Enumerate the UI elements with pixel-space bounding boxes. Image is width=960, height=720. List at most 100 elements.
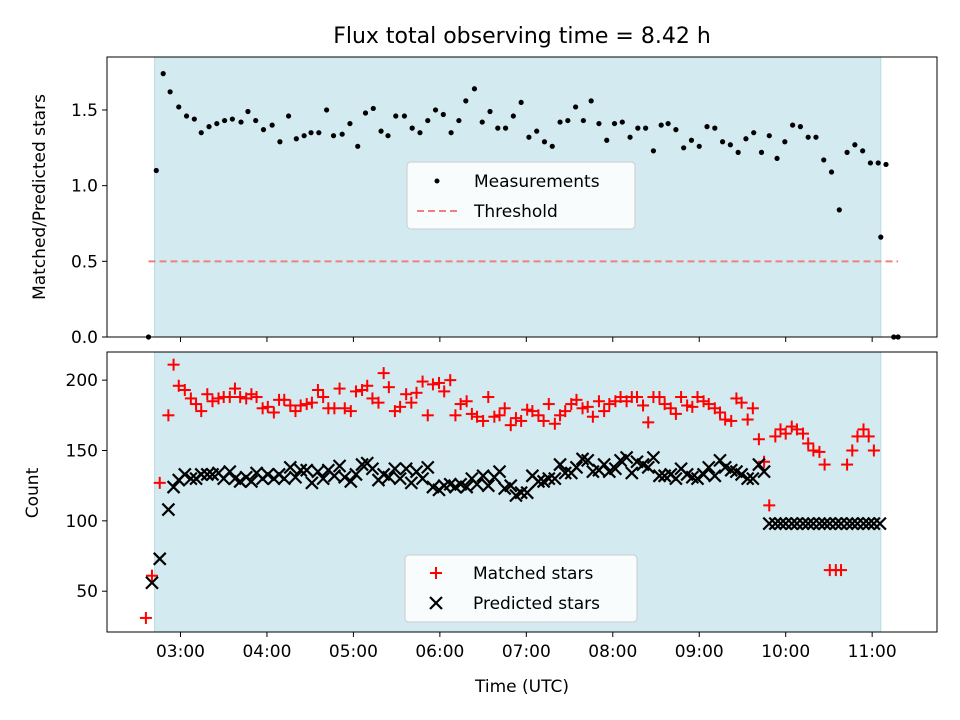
measurement-point <box>324 107 330 113</box>
measurement-point <box>852 142 858 148</box>
matched-star-point <box>421 409 434 422</box>
measurement-point <box>805 134 811 140</box>
legend-predicted-marker <box>429 596 443 610</box>
measurement-point <box>253 117 259 124</box>
x-tick-label: 05:00 <box>329 642 378 662</box>
matched-star-point <box>377 367 390 380</box>
predicted-star-point <box>778 516 793 531</box>
predicted-star-point <box>708 469 722 483</box>
x-tick-label: 03:00 <box>156 642 205 662</box>
measurement-point <box>518 99 524 106</box>
matched-star-point <box>851 430 864 443</box>
predicted-star-point <box>283 460 298 475</box>
predicted-star-point <box>531 474 546 489</box>
measurement-point <box>867 160 874 166</box>
matched-star-point <box>245 388 258 401</box>
predicted-star-point <box>222 464 237 479</box>
matched-star-point <box>438 385 451 398</box>
legend-predicted-label: Predicted stars <box>473 594 600 614</box>
predicted-star-point <box>288 470 303 485</box>
matched-star-point <box>818 458 831 471</box>
matched-star-point <box>532 409 545 422</box>
predicted-star-point <box>233 474 247 489</box>
matched-star-point <box>394 400 407 413</box>
measurement-point <box>214 120 220 127</box>
predicted-star-point <box>553 457 567 472</box>
predicted-star-point <box>382 470 396 485</box>
bottom-legend-box <box>404 554 638 623</box>
predicted-stars-points <box>145 450 887 590</box>
measurement-point <box>417 130 423 136</box>
matched-star-point <box>498 402 511 415</box>
measurement-point <box>541 139 548 145</box>
matched-star-point <box>493 409 506 422</box>
predicted-star-point <box>867 516 881 531</box>
matched-star-point <box>719 413 732 426</box>
measurement-point <box>875 160 881 166</box>
matched-star-point <box>344 405 357 418</box>
matched-star-point <box>642 416 655 429</box>
measurement-point <box>604 137 610 143</box>
predicted-star-point <box>856 516 871 531</box>
measurement-point <box>828 169 835 175</box>
matched-star-point <box>300 398 313 411</box>
matched-star-point <box>548 417 561 430</box>
matched-star-point <box>509 412 522 425</box>
predicted-star-point <box>768 516 783 531</box>
legend-measurements-marker <box>434 178 440 184</box>
matched-star-point <box>460 395 473 408</box>
matched-star-point <box>697 395 710 408</box>
matched-star-point <box>570 393 583 406</box>
matched-star-point <box>835 564 848 577</box>
matched-star-point <box>598 405 611 418</box>
predicted-star-point <box>503 478 518 493</box>
predicted-star-point <box>641 460 656 475</box>
predicted-star-point <box>608 462 623 476</box>
matched-star-point <box>361 379 374 392</box>
predicted-star-point <box>293 463 308 477</box>
matched-star-point <box>603 398 616 411</box>
matched-star-point <box>779 427 792 440</box>
predicted-star-point <box>145 575 159 590</box>
predicted-star-point <box>734 467 749 482</box>
matched-star-point <box>746 402 759 415</box>
predicted-star-point <box>812 516 827 531</box>
y-tick-label: 0.5 <box>71 252 98 272</box>
measurement-point <box>696 143 702 149</box>
predicted-star-point <box>200 467 215 482</box>
measurement-point <box>206 124 212 130</box>
matched-star-point <box>372 396 385 409</box>
predicted-star-point <box>806 516 821 531</box>
predicted-star-point <box>542 471 556 486</box>
measurement-point <box>580 117 586 124</box>
top-legend-box <box>406 161 636 230</box>
predicted-star-point <box>420 460 435 475</box>
measurement-point <box>727 142 733 148</box>
predicted-star-point <box>784 516 799 531</box>
matched-star-point <box>172 379 185 392</box>
measurement-point <box>301 133 307 139</box>
matched-star-point <box>338 402 351 415</box>
measurement-point <box>673 127 679 133</box>
predicted-star-point <box>696 467 711 482</box>
matched-star-point <box>559 405 572 418</box>
measurement-point <box>665 120 671 127</box>
matched-star-point <box>212 392 225 405</box>
x-tick-label: 11:00 <box>848 642 897 662</box>
matched-star-point <box>802 437 815 450</box>
legend-threshold-label: Threshold <box>473 202 558 222</box>
matched-star-point <box>206 395 219 408</box>
predicted-star-point <box>740 471 755 486</box>
matched-star-point <box>526 405 539 418</box>
bottom-x-ticks: 03:00 04:00 05:00 06:00 07:00 08:00 09:00 10:00… <box>156 632 897 662</box>
matched-star-point <box>691 391 704 404</box>
matched-star-point <box>763 499 776 512</box>
predicted-star-point <box>752 457 766 472</box>
measurement-point <box>836 207 842 213</box>
matched-star-point <box>190 398 203 411</box>
matched-star-point <box>515 414 528 427</box>
predicted-star-point <box>801 516 815 531</box>
measurement-point <box>774 155 780 162</box>
y-tick-label: 1.0 <box>71 177 98 197</box>
measurement-point <box>347 120 353 127</box>
